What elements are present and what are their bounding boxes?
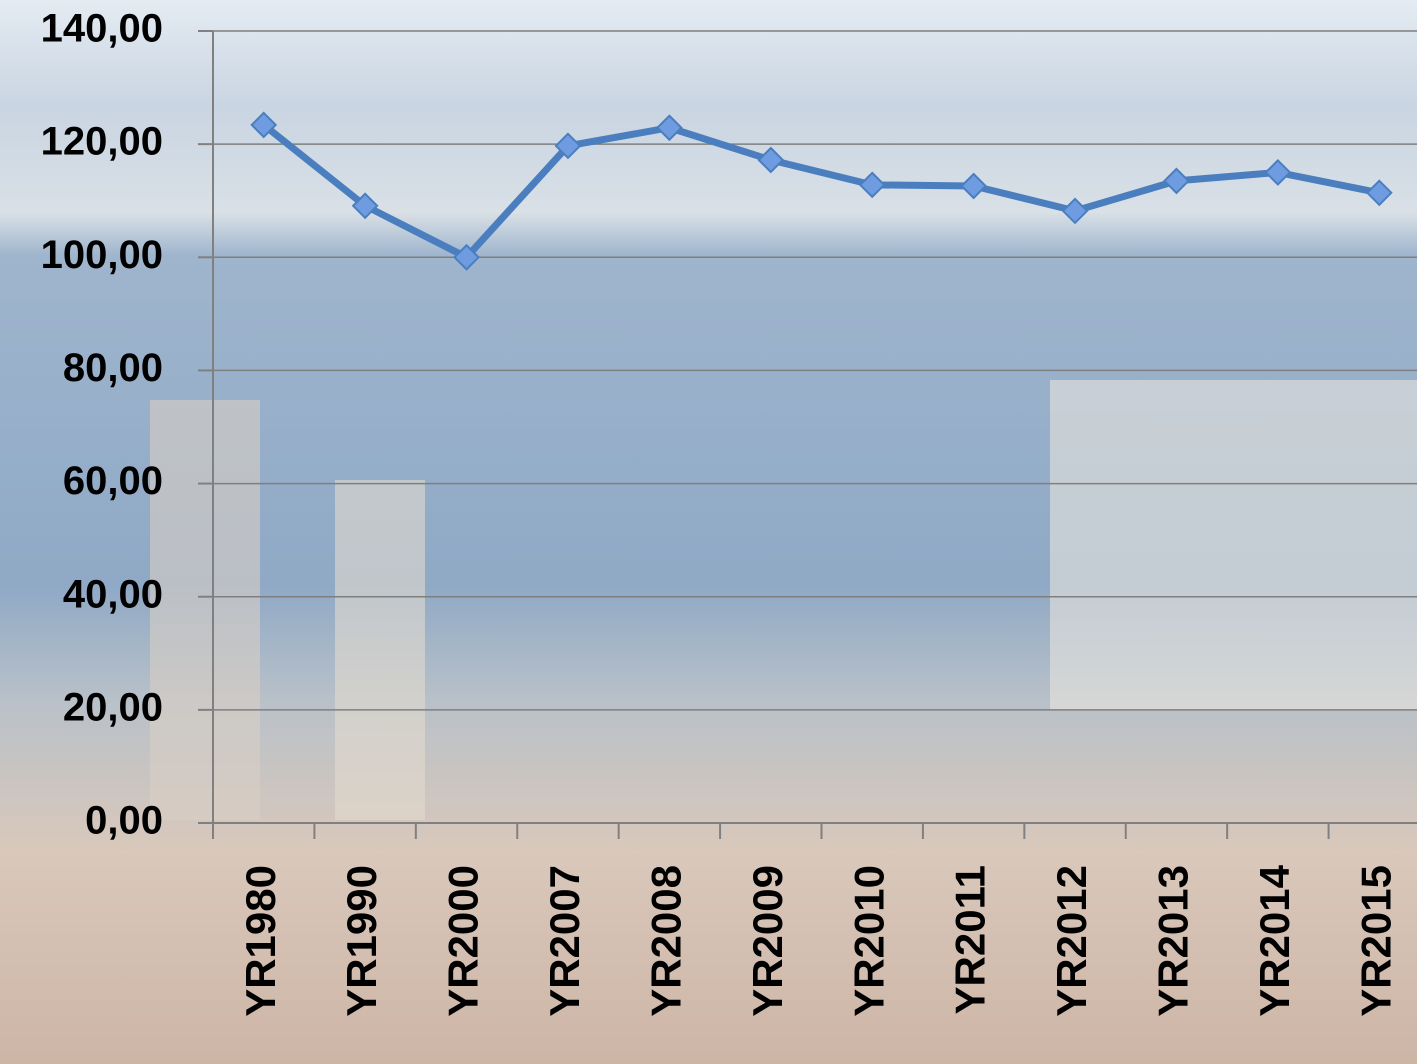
x-tick-label: YR2000 [440,865,487,1017]
y-tick-label: 80,00 [63,346,163,390]
background-tower [150,400,260,820]
x-tick-label: YR2007 [541,865,588,1017]
x-tick-label: YR2012 [1048,865,1095,1017]
y-tick-label: 120,00 [41,120,163,164]
y-tick-label: 40,00 [63,572,163,616]
background-buildings [1050,380,1417,710]
x-tick-label: YR2013 [1150,865,1197,1017]
series-line [261,122,1380,261]
x-tick-label: YR2015 [1352,865,1399,1017]
x-tick-label: YR1990 [338,865,385,1017]
point [1061,197,1089,225]
point [655,114,683,142]
axes: 0,00 20,00 40,00 60,00 80,00 100,00 120,00 140,… [41,7,1417,1017]
point [858,171,886,199]
y-tick-label: 60,00 [63,459,163,503]
x-tick-label: YR2011 [947,865,994,1014]
point [1365,179,1393,207]
marks [250,111,1393,271]
background-tower [335,480,425,820]
x-tick-label: YR2010 [845,865,892,1017]
x-tick-label: YR2014 [1251,864,1298,1016]
point [351,192,379,220]
x-tick-label: YR2008 [642,865,689,1017]
x-tick-label: YR2009 [744,865,791,1017]
y-tick-label: 100,00 [41,233,163,277]
point [1163,167,1190,195]
point [960,172,988,200]
y-tick-label: 20,00 [63,685,163,729]
y-tick-label: 0,00 [85,799,163,843]
point [1264,159,1292,186]
point [554,132,582,160]
point [757,146,785,174]
y-tick-label: 140,00 [41,7,163,51]
point [453,243,480,271]
point [250,111,278,139]
x-tick-label: YR1980 [237,865,284,1017]
